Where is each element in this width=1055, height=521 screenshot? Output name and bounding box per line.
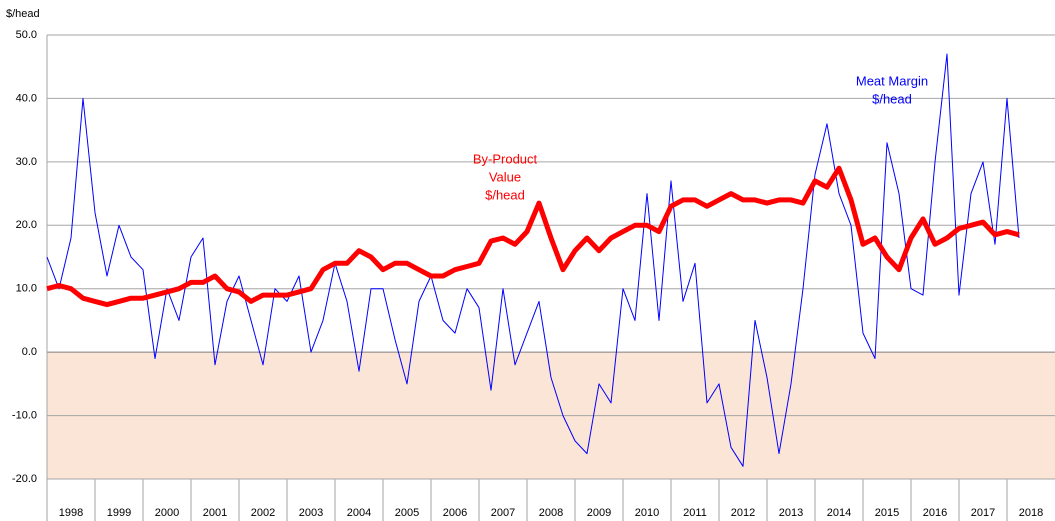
- y-tick-label: 30.0: [16, 156, 37, 168]
- x-tick-label: 2010: [635, 507, 659, 519]
- y-axis-label: $/head: [6, 8, 40, 20]
- x-tick-label: 2016: [923, 507, 947, 519]
- series-label: $/head: [485, 187, 525, 202]
- x-tick-label: 2003: [299, 507, 323, 519]
- y-tick-label: 50.0: [16, 29, 37, 41]
- x-tick-label: 2000: [155, 507, 179, 519]
- x-tick-label: 1998: [59, 507, 83, 519]
- x-tick-label: 2018: [1019, 507, 1043, 519]
- x-tick-label: 2015: [875, 507, 899, 519]
- x-tick-label: 2012: [731, 507, 755, 519]
- x-tick-label: 1999: [107, 507, 131, 519]
- y-tick-label: 0.0: [22, 346, 37, 358]
- series-label: $/head: [872, 91, 912, 106]
- y-tick-label: -20.0: [12, 473, 37, 485]
- x-tick-label: 2017: [971, 507, 995, 519]
- x-tick-label: 2007: [491, 507, 515, 519]
- y-tick-label: 20.0: [16, 219, 37, 231]
- series-line: [46, 53, 1020, 467]
- x-tick-label: 2004: [347, 507, 371, 519]
- x-tick-label: 2001: [203, 507, 227, 519]
- x-tick-label: 2005: [395, 507, 419, 519]
- series-label: By-Product: [473, 151, 538, 166]
- series-line: [46, 165, 1020, 308]
- x-tick-label: 2011: [683, 507, 707, 519]
- y-tick-label: -10.0: [12, 409, 37, 421]
- x-tick-label: 2002: [251, 507, 275, 519]
- x-tick-label: 2008: [539, 507, 563, 519]
- x-tick-label: 2014: [827, 507, 851, 519]
- series-label: Value: [489, 169, 521, 184]
- x-tick-label: 2006: [443, 507, 467, 519]
- y-tick-label: 10.0: [16, 283, 37, 295]
- x-tick-label: 2009: [587, 507, 611, 519]
- y-tick-label: 40.0: [16, 92, 37, 104]
- series-label: Meat Margin: [856, 73, 928, 88]
- x-tick-label: 2013: [779, 507, 803, 519]
